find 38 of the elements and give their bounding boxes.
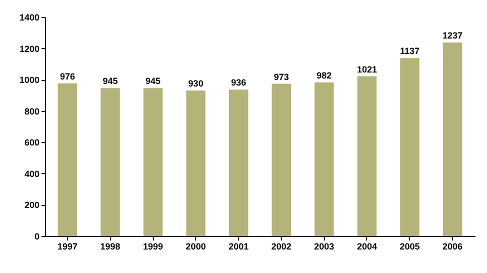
y-tick-label: 800 (24, 106, 40, 116)
bar (228, 90, 248, 236)
data-label: 1237 (442, 30, 463, 40)
data-label: 973 (274, 72, 289, 82)
data-label: 1021 (356, 64, 377, 74)
bar (442, 42, 462, 236)
bar (272, 84, 292, 236)
y-tick-label: 1200 (19, 44, 40, 54)
x-tick-label: 1997 (57, 242, 78, 252)
data-label: 982 (316, 70, 332, 80)
x-tick-label: 1999 (143, 242, 164, 252)
y-tick-label: 0 (34, 232, 40, 242)
x-tick-label: 2002 (271, 242, 292, 252)
x-tick-label: 2006 (442, 242, 463, 252)
y-tick-label: 600 (24, 138, 40, 148)
y-tick-label: 200 (24, 200, 40, 210)
bar (314, 82, 334, 236)
bar (400, 58, 420, 236)
bar (357, 76, 377, 236)
x-tick-label: 2001 (228, 242, 249, 252)
y-tick-label: 1000 (19, 75, 40, 86)
data-label: 945 (146, 76, 161, 86)
y-tick-label: 1400 (19, 12, 40, 22)
x-tick-label: 2003 (314, 242, 334, 252)
data-label: 936 (231, 78, 246, 88)
bar (143, 88, 163, 236)
data-label: 1137 (400, 46, 420, 56)
x-tick-label: 2000 (186, 242, 206, 252)
y-tick-label: 400 (24, 168, 40, 179)
bar (58, 83, 78, 236)
data-label: 930 (188, 78, 204, 89)
x-tick-label: 2004 (356, 242, 377, 252)
x-tick-label: 1998 (100, 242, 120, 252)
x-tick-label: 2005 (400, 242, 420, 252)
bar (186, 90, 206, 236)
bar (100, 88, 120, 236)
data-label: 945 (102, 76, 118, 86)
data-label: 976 (60, 71, 75, 82)
